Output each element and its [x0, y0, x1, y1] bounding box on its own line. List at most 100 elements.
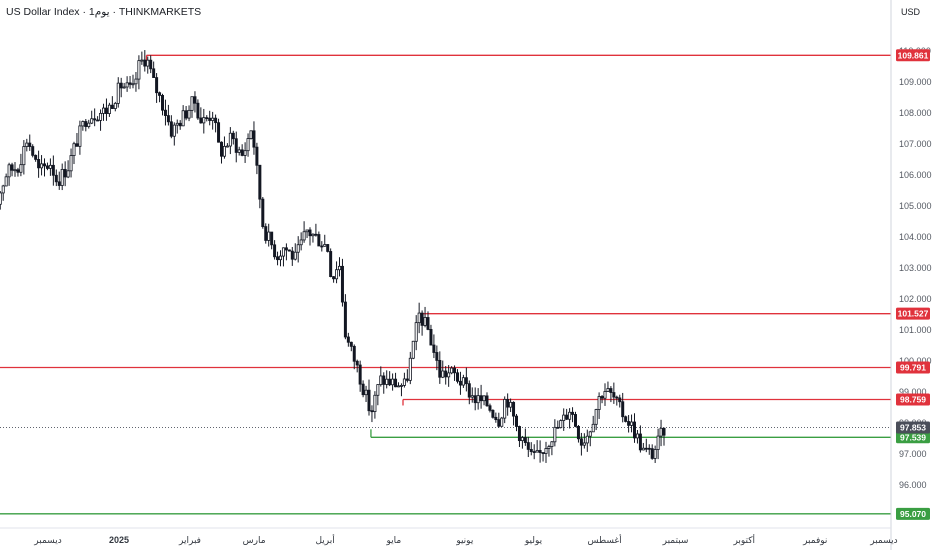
candle-body — [476, 395, 480, 404]
candle-body — [119, 82, 123, 89]
candle-body — [102, 107, 106, 114]
candle-body — [231, 132, 235, 140]
candle-body — [352, 345, 356, 362]
candle-body — [423, 317, 427, 326]
candle-body — [57, 181, 61, 186]
candle-body — [323, 244, 327, 247]
candle-body — [624, 416, 628, 422]
candle-body — [547, 446, 551, 449]
candle-body — [140, 59, 144, 62]
x-tick-label: مارس — [243, 535, 266, 545]
candle-body — [252, 130, 256, 148]
candle-body — [506, 399, 510, 408]
y-tick-label: 101.000 — [899, 325, 932, 335]
candle-body — [571, 411, 575, 415]
candle-body — [488, 405, 492, 411]
candle-body — [199, 117, 203, 124]
x-tick-label: يونيو — [455, 535, 474, 545]
candle-body — [435, 352, 439, 361]
candle-body — [211, 117, 215, 121]
candle-body — [317, 234, 321, 247]
y-tick-label: 104.000 — [899, 232, 932, 242]
candle-body — [556, 426, 560, 429]
candle-body — [48, 164, 52, 169]
candle-body — [349, 341, 353, 347]
x-tick-label: أكتوبر — [732, 534, 755, 545]
candle-body — [638, 433, 642, 451]
candle-body — [391, 378, 395, 386]
candle-body — [544, 448, 548, 454]
candle-body — [243, 150, 247, 156]
candle-body — [520, 437, 524, 442]
price-badge — [896, 431, 930, 444]
candle-body — [662, 427, 666, 436]
candle-body — [276, 256, 280, 261]
candle-body — [184, 110, 188, 119]
candle-body — [553, 426, 557, 443]
y-tick-label: 97.000 — [899, 449, 927, 459]
candle-body — [205, 117, 209, 120]
candle-body — [104, 107, 108, 114]
candle-body — [591, 423, 595, 433]
candle-body — [279, 255, 283, 261]
candle-body — [10, 164, 14, 171]
price-badge — [896, 307, 930, 320]
candle-body — [538, 450, 542, 453]
y-tick-label: 99.000 — [899, 387, 927, 397]
price-badge-label: 95.070 — [900, 509, 926, 519]
y-tick-label: 100.000 — [899, 356, 932, 366]
x-tick-label: 2025 — [109, 535, 129, 545]
candle-body — [479, 395, 483, 402]
candle-body — [529, 449, 533, 452]
candle-body — [7, 164, 11, 178]
candle-body — [526, 442, 530, 450]
candle-body — [650, 448, 654, 459]
candle-body — [51, 164, 55, 176]
candle-body — [361, 383, 365, 396]
x-tick-label: سبتمبر — [662, 535, 689, 545]
candle-body — [261, 198, 265, 227]
price-badge-label: 101.527 — [898, 309, 929, 319]
candle-body — [370, 410, 374, 413]
candle-body — [28, 142, 32, 147]
candle-body — [81, 121, 85, 127]
candle-body — [456, 372, 460, 382]
candle-body — [0, 192, 2, 205]
candle-body — [562, 414, 566, 421]
candle-body — [69, 155, 73, 172]
candle-body — [155, 77, 159, 94]
currency-label[interactable]: USD — [901, 7, 921, 17]
candle-body — [503, 399, 507, 419]
candle-body — [122, 86, 126, 89]
candle-body — [467, 383, 471, 398]
candle-body — [96, 119, 100, 122]
candle-body — [411, 340, 415, 359]
candle-body — [116, 82, 120, 104]
candle-body — [367, 389, 371, 412]
candle-body — [485, 395, 489, 407]
candle-body — [258, 164, 262, 200]
candle-body — [656, 435, 660, 450]
candle-body — [273, 244, 277, 258]
candle-body — [43, 163, 47, 167]
time-axis[interactable]: ديسمبر 2025 فبراير مارس أبريل مايو يونيو يوليو أ… — [33, 534, 897, 545]
candles — [0, 50, 666, 463]
candle-body — [458, 380, 462, 386]
candle-body — [290, 250, 294, 260]
candle-body — [63, 168, 67, 178]
price-badge-label: 99.791 — [900, 362, 926, 372]
candle-body — [181, 110, 185, 127]
candle-body — [414, 322, 418, 342]
candle-body — [34, 154, 38, 160]
candle-body — [329, 251, 333, 278]
candle-body — [225, 145, 229, 148]
candle-body — [308, 229, 312, 237]
candle-body — [222, 145, 226, 157]
candle-body — [653, 449, 657, 459]
candle-body — [447, 372, 451, 378]
candle-body — [149, 59, 153, 70]
current-price-label: 97.853 — [900, 423, 926, 433]
x-tick-label: مايو — [385, 535, 401, 545]
candle-body — [166, 115, 170, 123]
